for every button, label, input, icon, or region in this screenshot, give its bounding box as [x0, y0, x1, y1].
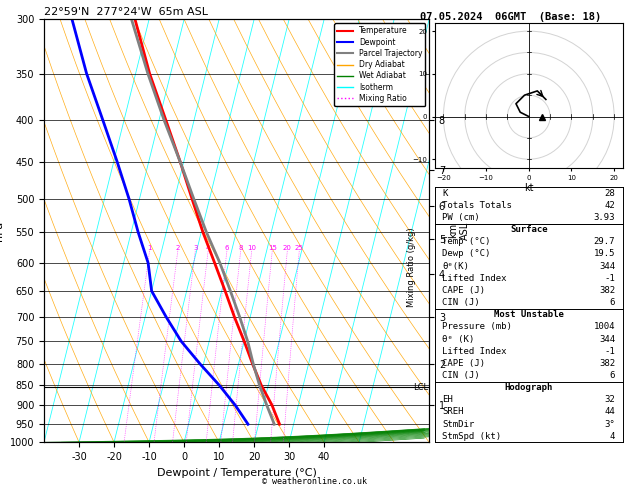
Text: © weatheronline.co.uk: © weatheronline.co.uk [262, 476, 367, 486]
Text: 28: 28 [604, 189, 615, 198]
Text: 1: 1 [147, 245, 152, 251]
Text: 25: 25 [295, 245, 304, 251]
Text: 44: 44 [604, 407, 615, 417]
Text: θᵉ (K): θᵉ (K) [442, 334, 475, 344]
Text: 8: 8 [238, 245, 243, 251]
Text: 1004: 1004 [594, 322, 615, 331]
Text: PW (cm): PW (cm) [442, 213, 480, 222]
Text: 19.5: 19.5 [594, 249, 615, 259]
Text: Dewp (°C): Dewp (°C) [442, 249, 491, 259]
Text: 4: 4 [206, 245, 210, 251]
Text: Hodograph: Hodograph [504, 383, 553, 392]
Text: CAPE (J): CAPE (J) [442, 359, 486, 368]
Text: 382: 382 [599, 359, 615, 368]
Text: 382: 382 [599, 286, 615, 295]
Y-axis label: km
ASL: km ASL [448, 222, 469, 240]
Text: 4: 4 [610, 432, 615, 441]
Text: SREH: SREH [442, 407, 464, 417]
Text: -1: -1 [604, 347, 615, 356]
Text: 15: 15 [268, 245, 277, 251]
Text: CIN (J): CIN (J) [442, 371, 480, 380]
Text: 3: 3 [193, 245, 198, 251]
Text: 344: 344 [599, 261, 615, 271]
Text: Totals Totals: Totals Totals [442, 201, 512, 210]
Text: Temp (°C): Temp (°C) [442, 237, 491, 246]
Text: 2: 2 [175, 245, 180, 251]
Text: Mixing Ratio (g/kg): Mixing Ratio (g/kg) [408, 227, 416, 307]
Text: Lifted Index: Lifted Index [442, 274, 507, 283]
Legend: Temperature, Dewpoint, Parcel Trajectory, Dry Adiabat, Wet Adiabat, Isotherm, Mi: Temperature, Dewpoint, Parcel Trajectory… [334, 23, 425, 106]
Text: StmDir: StmDir [442, 419, 475, 429]
Text: 20: 20 [283, 245, 292, 251]
Text: 42: 42 [604, 201, 615, 210]
Text: 32: 32 [604, 395, 615, 404]
Text: θᵉ(K): θᵉ(K) [442, 261, 469, 271]
Text: 3.93: 3.93 [594, 213, 615, 222]
Text: -1: -1 [604, 274, 615, 283]
Text: K: K [442, 189, 448, 198]
Text: 22°59'N  277°24'W  65m ASL: 22°59'N 277°24'W 65m ASL [44, 7, 208, 17]
Text: 07.05.2024  06GMT  (Base: 18): 07.05.2024 06GMT (Base: 18) [420, 12, 601, 22]
X-axis label: kt: kt [524, 183, 533, 193]
Text: StmSpd (kt): StmSpd (kt) [442, 432, 501, 441]
Text: CIN (J): CIN (J) [442, 298, 480, 307]
Y-axis label: hPa: hPa [0, 221, 4, 241]
Text: EH: EH [442, 395, 453, 404]
Text: Surface: Surface [510, 225, 548, 234]
Text: 6: 6 [225, 245, 229, 251]
Text: 6: 6 [610, 298, 615, 307]
Text: 6: 6 [610, 371, 615, 380]
Text: 3°: 3° [604, 419, 615, 429]
X-axis label: Dewpoint / Temperature (°C): Dewpoint / Temperature (°C) [157, 468, 316, 478]
Text: LCL: LCL [413, 383, 428, 392]
Text: Lifted Index: Lifted Index [442, 347, 507, 356]
Text: 29.7: 29.7 [594, 237, 615, 246]
Text: Most Unstable: Most Unstable [494, 310, 564, 319]
Text: 344: 344 [599, 334, 615, 344]
Text: 10: 10 [247, 245, 256, 251]
Text: Pressure (mb): Pressure (mb) [442, 322, 512, 331]
Text: CAPE (J): CAPE (J) [442, 286, 486, 295]
